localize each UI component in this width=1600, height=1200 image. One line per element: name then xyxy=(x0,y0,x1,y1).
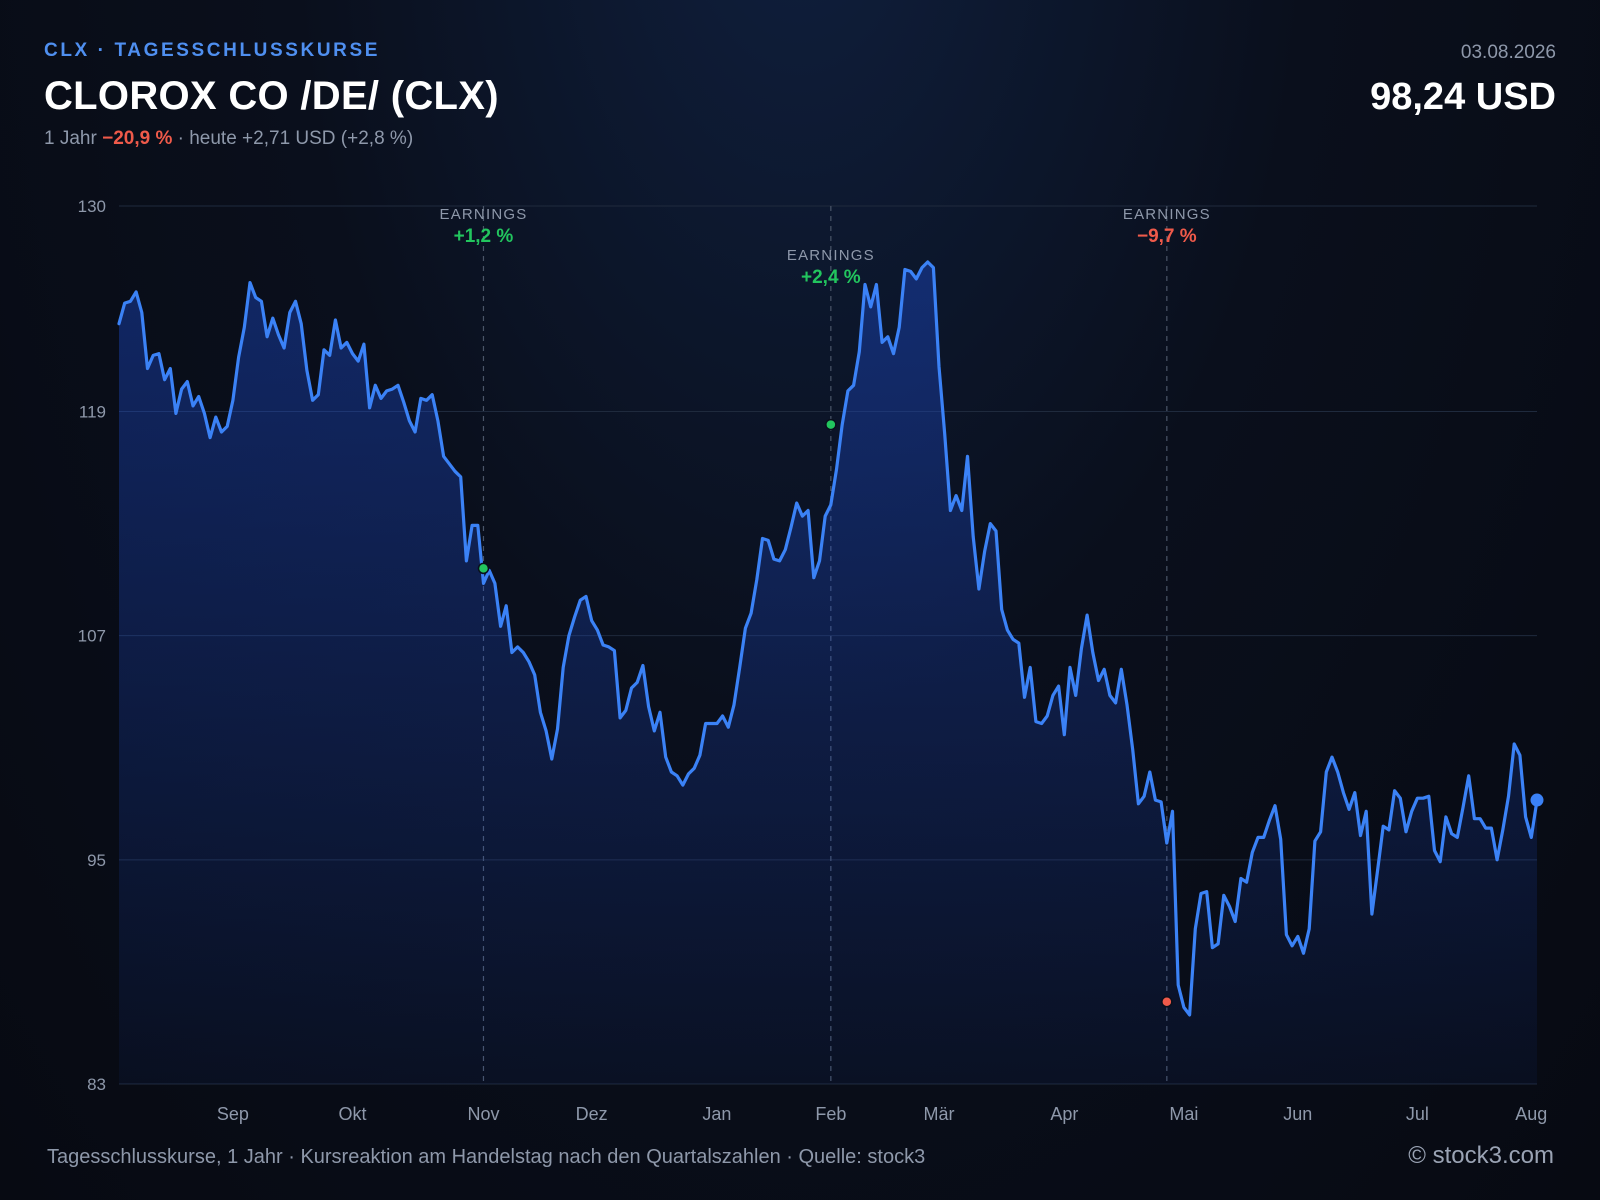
x-tick-label: Mai xyxy=(1169,1104,1198,1124)
x-tick-label: Mär xyxy=(924,1104,955,1124)
period-change: −20,9 % xyxy=(102,128,173,149)
price-line xyxy=(117,260,1539,1017)
page-title: CLOROX CO /DE/ (CLX) xyxy=(44,74,499,118)
performance-summary: 1 Jahr −20,9 % · heute +2,71 USD (+2,8 %… xyxy=(44,128,413,150)
x-tick-label: Apr xyxy=(1050,1104,1078,1124)
price-area-fill xyxy=(119,262,1537,1084)
earnings-reaction-label: −9,7 % xyxy=(1137,226,1197,247)
earnings-label: EARNINGS xyxy=(787,247,875,264)
earnings-reaction-label: +1,2 % xyxy=(454,226,514,247)
x-tick-label: Sep xyxy=(217,1104,249,1124)
earnings-reaction-dot xyxy=(1161,996,1173,1008)
chart-caption: Tagesschlusskurse, 1 Jahr · Kursreaktion… xyxy=(47,1146,926,1168)
current-price: 98,24 USD xyxy=(1370,76,1556,118)
x-tick-label: Jun xyxy=(1283,1104,1312,1124)
earnings-label: EARNINGS xyxy=(439,206,527,223)
period-label: 1 Jahr xyxy=(44,128,97,149)
earnings-reaction-dot xyxy=(825,418,837,431)
x-tick-label: Feb xyxy=(815,1104,846,1124)
y-tick-label: 95 xyxy=(87,851,106,870)
today-change: · heute +2,71 USD (+2,8 %) xyxy=(177,128,414,149)
earnings-label: EARNINGS xyxy=(1123,206,1211,223)
copyright-credit: © stock3.com xyxy=(1408,1142,1554,1169)
x-tick-label: Jul xyxy=(1406,1104,1429,1124)
x-tick-label: Jan xyxy=(702,1104,731,1124)
x-tick-label: Nov xyxy=(467,1104,499,1124)
y-tick-label: 119 xyxy=(79,402,106,421)
x-tick-label: Dez xyxy=(576,1104,608,1124)
x-tick-label: Okt xyxy=(338,1104,366,1124)
y-tick-label: 130 xyxy=(78,197,106,216)
earnings-reaction-dot xyxy=(477,562,490,575)
x-tick-label: Aug xyxy=(1515,1104,1547,1124)
chart-kicker: CLX · TAGESSCHLUSSKURSE xyxy=(44,40,381,61)
earnings-reaction-label: +2,4 % xyxy=(801,267,861,288)
y-tick-label: 83 xyxy=(87,1075,106,1094)
quote-date: 03.08.2026 xyxy=(1460,42,1556,63)
last-price-dot xyxy=(1530,793,1544,807)
y-tick-label: 107 xyxy=(78,627,106,646)
